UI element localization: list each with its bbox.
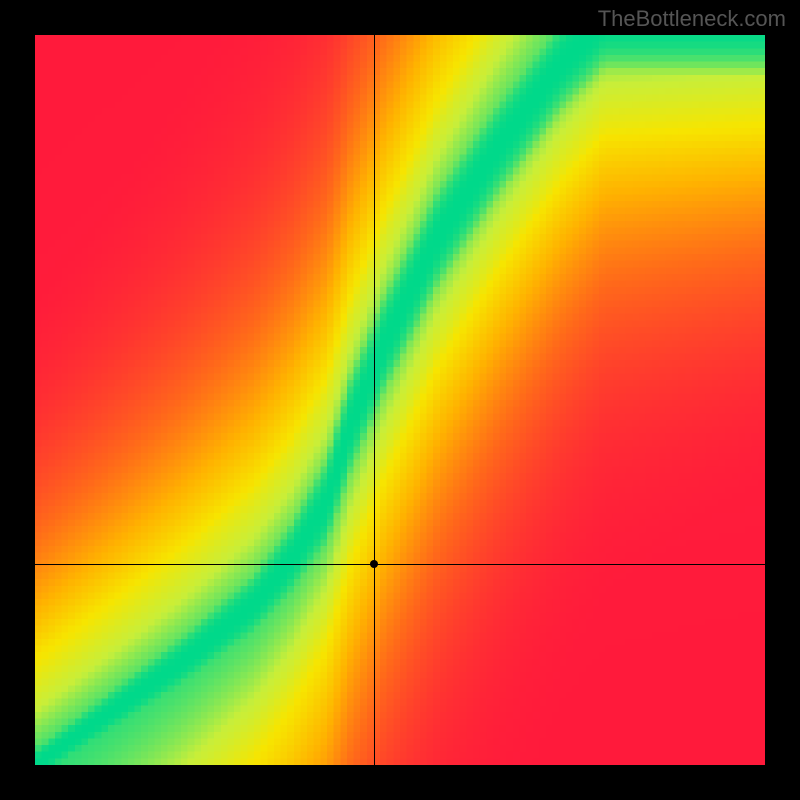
plot-area bbox=[35, 35, 765, 765]
watermark-text: TheBottleneck.com bbox=[598, 6, 786, 32]
crosshair-vertical bbox=[374, 35, 375, 765]
chart-container: TheBottleneck.com bbox=[0, 0, 800, 800]
crosshair-horizontal bbox=[35, 564, 765, 565]
crosshair-marker-dot bbox=[370, 560, 378, 568]
heatmap-canvas bbox=[35, 35, 765, 765]
